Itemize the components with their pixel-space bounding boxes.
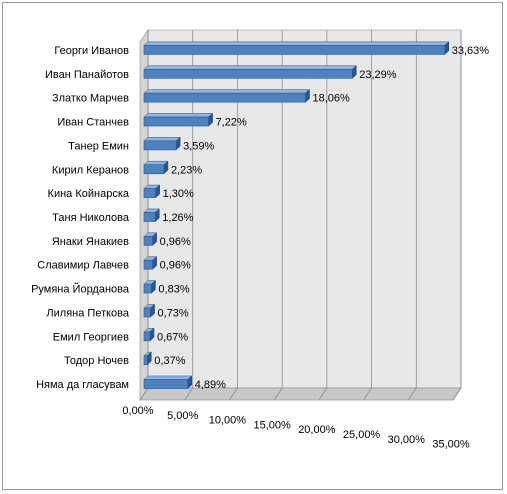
bar-front-face: [143, 283, 152, 294]
bar-front-face: [143, 69, 353, 79]
x-tick-label: 0,00%: [122, 405, 153, 417]
category-label: Славимир Лавчев: [37, 260, 129, 272]
category-label: Лиляна Петкова: [46, 307, 129, 319]
bar-front-face: [143, 188, 156, 198]
data-label: 18,06%: [313, 93, 351, 105]
bar: [143, 256, 158, 270]
bar-front-face: [143, 92, 306, 103]
category-label: Янаки Янакиев: [52, 236, 129, 248]
data-label: 1,30%: [163, 188, 194, 200]
category-label: Георги Иванов: [54, 45, 129, 57]
data-label: 0,96%: [160, 236, 191, 248]
category-label: Румяна Йорданова: [31, 283, 130, 296]
bar: [143, 327, 155, 342]
bar: [143, 89, 311, 103]
category-label: Кирил Керанов: [52, 164, 129, 176]
data-label: 1,26%: [162, 212, 193, 224]
floor-gridline: [184, 387, 194, 401]
bar-front-face: [143, 331, 151, 342]
data-label: 4,89%: [195, 379, 226, 391]
data-label: 0,83%: [158, 284, 189, 296]
floor-gridline: [318, 387, 328, 401]
bar-top-face: [143, 65, 357, 70]
bar-front-face: [143, 212, 156, 222]
bar: [143, 41, 450, 55]
data-label: 3,59%: [183, 140, 214, 152]
category-label: Няма да гласувам: [36, 379, 129, 391]
x-tick-label: 15,00%: [253, 419, 291, 431]
bar: [143, 351, 152, 366]
bar-front-face: [143, 236, 153, 246]
x-tick-label: 30,00%: [388, 434, 426, 446]
data-label: 0,73%: [158, 307, 189, 319]
data-label: 33,63%: [452, 45, 490, 57]
floor: [139, 387, 462, 401]
data-label: 0,67%: [157, 331, 188, 343]
category-label: Иван Панайотов: [45, 69, 129, 81]
floor-gridline: [452, 387, 462, 401]
bar: [143, 160, 169, 175]
category-label: Танер Емин: [68, 140, 129, 152]
bar-top-face: [143, 89, 311, 94]
floor-gridline: [229, 387, 238, 401]
bar-top-face: [143, 113, 214, 118]
back-wall: [147, 29, 462, 389]
bar-top-face: [143, 137, 181, 142]
category-label: Емил Георгиев: [53, 331, 129, 343]
category-label: Таня Николова: [52, 212, 130, 224]
data-label: 23,29%: [359, 69, 397, 81]
bar-front-face: [143, 116, 209, 127]
bar: [143, 375, 193, 390]
data-label: 2,23%: [171, 164, 202, 176]
bar-front-face: [143, 164, 165, 175]
bar-front-face: [143, 355, 148, 366]
bar: [143, 232, 158, 246]
bar: [143, 136, 181, 151]
floor-gridline: [363, 387, 372, 401]
bar: [143, 208, 160, 223]
bar-front-face: [143, 259, 153, 270]
bar-top-face: [143, 375, 193, 380]
x-tick-label: 35,00%: [432, 439, 470, 451]
bar-front-face: [143, 45, 446, 55]
bar: [143, 279, 157, 294]
bar: [143, 112, 214, 127]
data-label: 7,22%: [216, 117, 247, 129]
x-tick-label: 5,00%: [167, 410, 198, 422]
x-tick-label: 20,00%: [298, 424, 336, 436]
bar-front-face: [143, 379, 189, 389]
floor-gridline: [407, 387, 417, 401]
data-label: 0,96%: [160, 260, 191, 272]
bar-front-face: [143, 140, 177, 151]
category-label: Иван Станчев: [57, 117, 129, 129]
bar: [143, 303, 156, 318]
x-tick-label: 25,00%: [343, 429, 381, 441]
bar-front-face: [143, 307, 151, 318]
category-label: Кина Койнарска: [48, 188, 130, 200]
bar: [143, 65, 357, 79]
data-label: 0,37%: [154, 355, 185, 367]
floor-gridline: [139, 387, 149, 401]
category-label: Златко Марчев: [52, 93, 129, 105]
category-label: Тодор Ночев: [64, 355, 129, 367]
bar-top-face: [143, 41, 450, 46]
x-tick-label: 10,00%: [209, 415, 247, 427]
floor-gridline: [273, 387, 283, 401]
bar: [143, 184, 161, 199]
